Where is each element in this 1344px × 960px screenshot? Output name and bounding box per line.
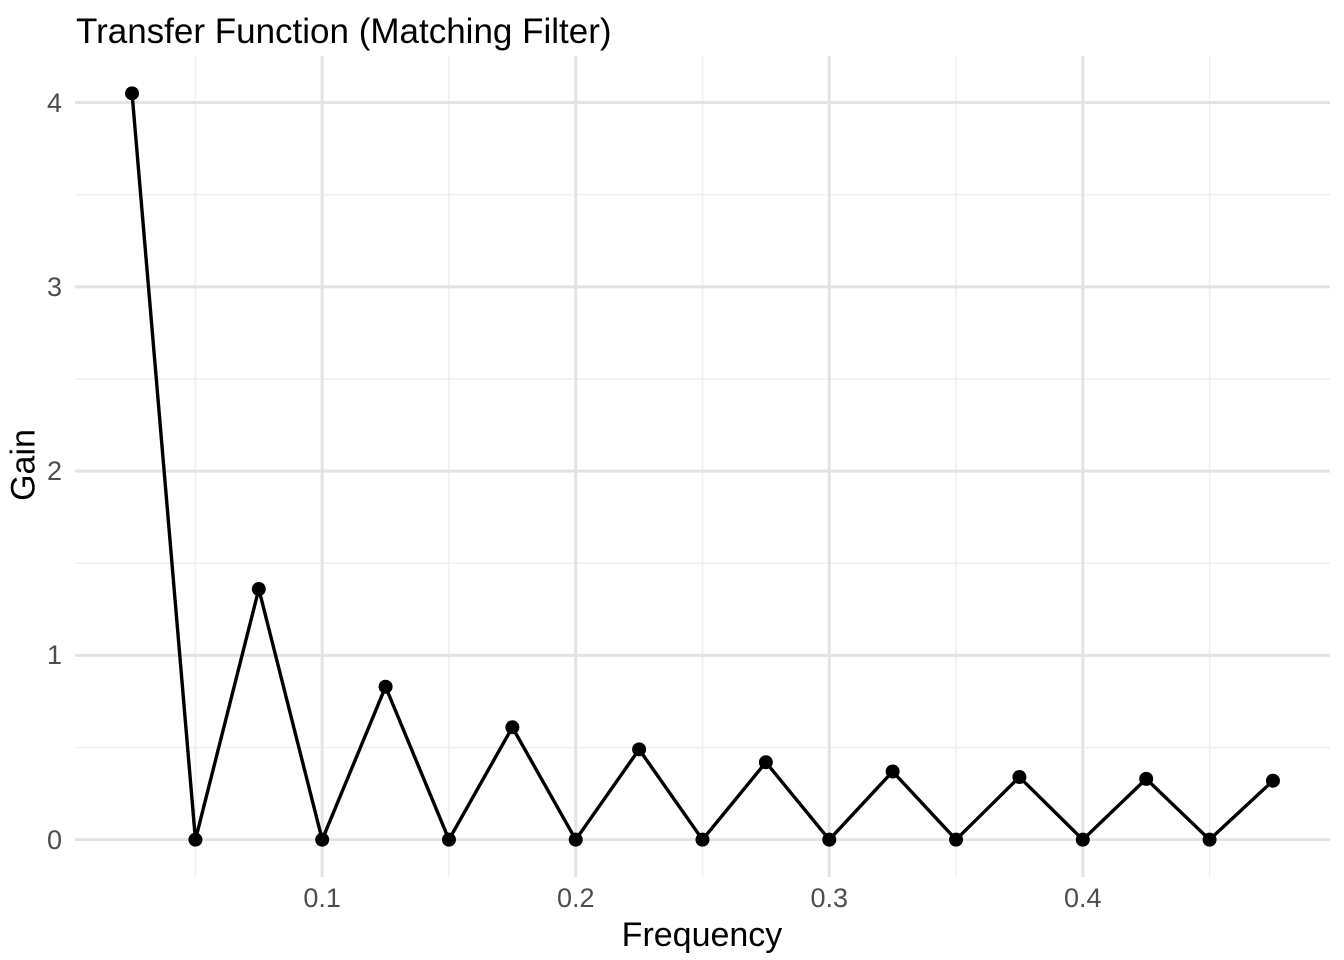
y-tick-label: 1 [46,640,62,671]
point-series-group [125,86,1280,847]
data-point [251,582,266,597]
data-point [632,742,647,757]
x-axis-title: Frequency [621,916,783,954]
data-point [315,832,330,847]
y-tick-label: 4 [46,87,62,118]
grid-major-group [75,56,1330,877]
data-point [1139,771,1154,786]
data-point [568,832,583,847]
x-tick-label: 0.2 [556,883,595,913]
data-point [125,86,140,101]
data-point [1012,770,1027,785]
data-point [505,720,520,735]
y-tick-label: 3 [46,271,62,302]
data-point [1265,773,1280,788]
x-tick-label: 0.3 [810,883,849,913]
y-axis-title: Gain [4,429,43,501]
x-tick-label: 0.4 [1064,883,1102,913]
data-point [441,832,456,847]
data-point [188,832,203,847]
data-point [1075,832,1090,847]
x-tick-label: 0.1 [303,883,341,913]
data-point [695,832,710,847]
data-point [822,832,837,847]
data-point [378,679,393,694]
chart-title: Transfer Function (Matching Filter) [76,12,612,51]
grid-minor-group [75,56,1330,877]
data-point [758,755,773,770]
data-point [885,764,900,779]
y-tick-label: 2 [46,456,62,487]
data-point [1202,832,1217,847]
y-tick-label: 0 [46,824,62,855]
data-point [949,832,964,847]
